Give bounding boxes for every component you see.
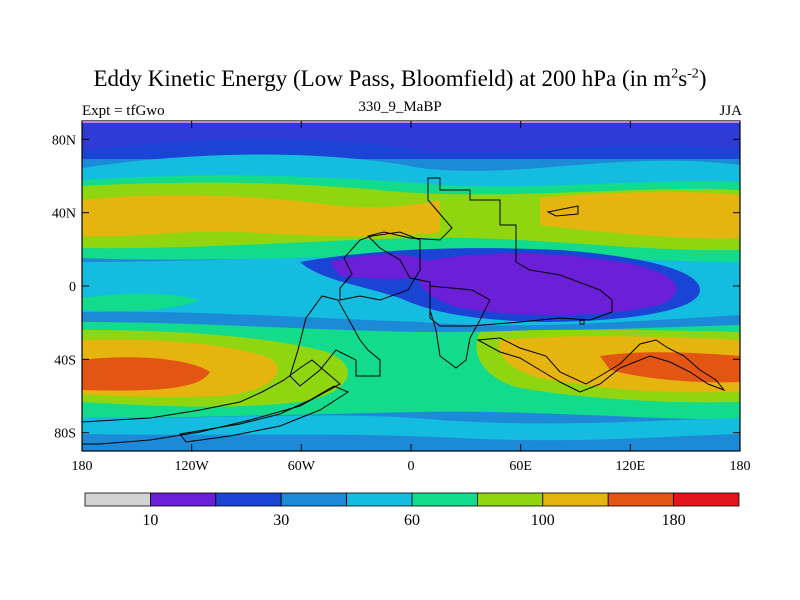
longitude-axis: 180 120W 60W 0 60E 120E 180 [72,121,751,474]
colorbar-swatch [84,492,151,507]
colorbar-swatch [149,492,217,507]
colorbar-swatch [476,492,544,507]
lon-tick-label: 60W [288,459,316,474]
lat-tick-label: 0 [69,280,76,295]
plot-title: Eddy Kinetic Energy (Low Pass, Bloomfiel… [93,66,707,91]
colorbar-swatch [215,492,282,507]
experiment-label: Expt = tfGwo [82,103,165,119]
contour-region [330,254,440,279]
contour-region [540,192,740,239]
colorbar-swatch [411,492,478,507]
colorbar-label: 100 [531,512,555,529]
experiment-id-label: 330_9_MaBP [358,99,442,115]
lon-tick-label: 180 [72,459,93,474]
colorbar-label: 180 [662,512,686,529]
lon-tick-label: 180 [730,459,751,474]
lat-tick-label: 80N [52,133,76,148]
colorbar-swatch [673,492,740,507]
colorbar-label: 30 [273,512,289,529]
lon-tick-label: 120E [616,459,646,474]
colorbar-swatch [346,492,413,507]
contour-region [82,195,440,237]
season-label: JJA [719,103,742,119]
contour-region [82,357,210,391]
colorbar: 10 30 60 100 180 [84,492,740,529]
lon-tick-label: 120W [175,459,210,474]
colorbar-swatch [607,492,675,507]
latitude-axis: 80N 40N 0 40S 80S [52,133,740,442]
lat-tick-label: 40N [52,207,76,222]
colorbar-label: 10 [142,512,158,529]
colorbar-swatch [542,492,609,507]
lat-tick-label: 80S [54,427,76,442]
colorbar-label: 60 [404,512,420,529]
map-field [82,121,740,451]
contour-region [600,352,740,383]
lon-tick-label: 60E [509,459,532,474]
colorbar-swatch [280,492,348,507]
coastline-outline [82,177,726,445]
lon-tick-label: 0 [408,459,415,474]
lat-tick-label: 40S [54,353,76,368]
